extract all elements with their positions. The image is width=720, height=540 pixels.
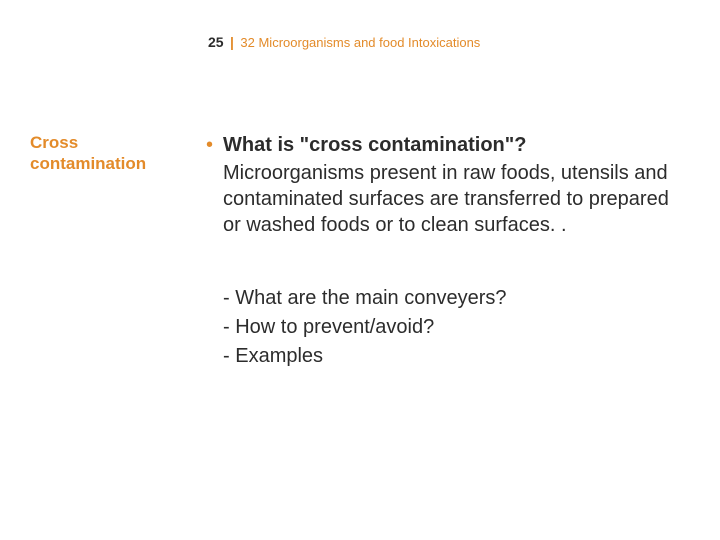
sub-list: - What are the main conveyers? - How to … — [223, 284, 686, 371]
header-divider: | — [230, 34, 234, 50]
slide-header: 25 | 32 Microorganisms and food Intoxica… — [0, 34, 720, 52]
question-title: What is "cross contamination"? — [223, 132, 686, 158]
sub-item: - Examples — [223, 342, 686, 371]
side-heading: Cross contamination — [30, 132, 180, 175]
page-number: 25 — [208, 34, 224, 50]
main-content: • What is "cross contamination"? Microor… — [206, 132, 686, 371]
sub-item: - What are the main conveyers? — [223, 284, 686, 313]
question-body: Microorganisms present in raw foods, ute… — [223, 160, 686, 238]
sub-item: - How to prevent/avoid? — [223, 313, 686, 342]
chapter-title: 32 Microorganisms and food Intoxications — [240, 35, 480, 50]
bullet-body: What is "cross contamination"? Microorga… — [223, 132, 686, 371]
bullet-item: • What is "cross contamination"? Microor… — [206, 132, 686, 371]
bullet-icon: • — [206, 133, 213, 158]
